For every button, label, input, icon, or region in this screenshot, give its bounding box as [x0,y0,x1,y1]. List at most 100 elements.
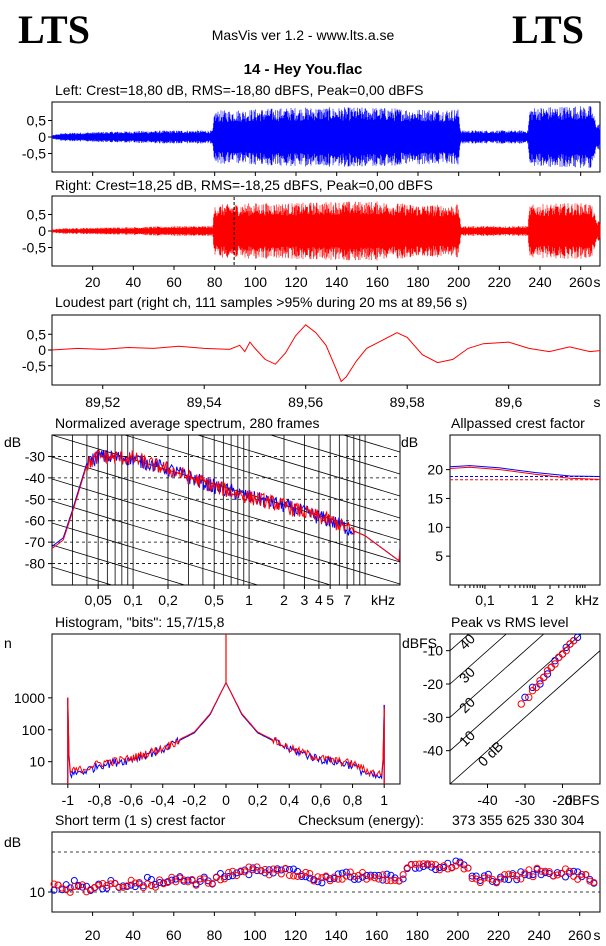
right-waveform [51,201,601,261]
shortterm-point-left [127,881,135,889]
loudest-ytick-label: 0,5 [27,326,47,342]
shortterm-point-left [103,884,111,892]
shortterm-point-right [391,876,399,884]
pvr-point-right [517,700,525,708]
shortterm-point-right [480,874,488,882]
pvr-point-right [525,693,533,702]
shortterm-point-right [261,865,269,873]
spectrum-xtick-label: 0,1 [123,592,143,608]
histogram-title: Histogram, "bits": 15,7/15,8 [55,614,225,630]
spectrum-slope-line [52,699,400,804]
lts-logo-right: LTS [512,7,584,52]
shortterm-point-right [66,888,74,896]
histogram-xtick-label: 0 [222,792,230,808]
shortterm-point-right [147,882,155,890]
shortterm-point-right [54,881,62,889]
spectrum-xunit: kHz [371,592,395,608]
spectrum-xtick-label: 1 [245,592,253,608]
spectrum-ylabel: dB [4,434,21,450]
loudest-part-title: Loudest part (right ch, 111 samples >95%… [55,294,468,310]
shortterm-point-right [537,867,545,875]
shortterm-point-right [505,870,513,878]
spectrum-ytick-label: -80 [25,556,45,572]
right-ytick-label: 0 [38,223,46,239]
shortterm-xtick-label: 220 [487,927,511,943]
loudest-xtick-label: 89,52 [85,394,120,410]
shortterm-point-right [553,871,561,879]
shortterm-point-right [216,876,224,884]
shortterm-point-right [152,883,160,891]
spectrum-xtick-label: 0,5 [204,592,224,608]
pvr-point-left [521,693,529,702]
shortterm-point-right [566,867,574,875]
shortterm-point-left [216,870,224,878]
pvr-diagonal-label: 0 dB [475,738,507,770]
shortterm-point-right [411,860,419,868]
shortterm-point-right [395,877,403,885]
shortterm-point-right [338,875,346,883]
peak-vs-rms-title: Peak vs RMS level [451,614,569,630]
shortterm-point-right [363,875,371,883]
left-ytick-label: 0,5 [27,113,47,129]
shortterm-point-right [460,865,468,873]
spectrum-xtick-label: 3 [301,592,309,608]
shortterm-point-right [314,873,322,881]
shortterm-point-left [152,880,160,888]
shortterm-point-right [334,875,342,883]
allpassed-ytick-label: 10 [427,519,443,535]
shortterm-point-right [196,875,204,883]
shortterm-point-right [342,872,350,880]
shortterm-point-left [488,877,496,885]
shortterm-point-left [314,878,322,886]
shortterm-point-right [379,871,387,879]
time-axis-label: 240 [528,274,552,290]
shortterm-point-left [529,871,537,879]
histogram-xtick-label: 0,4 [280,792,300,808]
pvr-point-left [528,683,537,692]
time-axis-label: 260 [569,274,593,290]
histogram-xtick-label: 1 [380,792,388,808]
shortterm-point-right [265,871,273,879]
time-axis-label: 20 [85,274,101,290]
shortterm-point-right [87,885,95,893]
shortterm-point-right [476,879,484,887]
shortterm-point-left [350,876,358,884]
shortterm-xtick-label: 40 [125,927,141,943]
allpassed-xunit: kHz [575,592,599,608]
shortterm-point-left [233,869,241,877]
shortterm-point-left [253,867,261,875]
shortterm-point-right [168,873,176,881]
shortterm-point-right [241,868,249,876]
shortterm-point-right [70,882,78,890]
left-ytick-label: 0 [38,129,46,145]
histogram-xtick-label: -0,6 [119,792,143,808]
pvr-point-right [562,646,570,655]
histogram-ytick-label: 100 [22,722,46,738]
shortterm-point-right [74,882,82,890]
shortterm-point-right [586,877,594,885]
loudest-ytick-label: 0 [38,342,46,358]
shortterm-point-left [537,871,545,879]
shortterm-point-left [505,876,513,884]
shortterm-ylabel: dB [4,834,21,850]
shortterm-point-right [111,879,119,887]
shortterm-point-right [529,873,537,881]
pvr-diagonals [450,634,600,784]
histogram-line-left [67,681,385,780]
loudest-frame [51,314,601,386]
shortterm-point-right [549,872,557,880]
pvr-diagonal [450,650,600,784]
histogram-ytick-label: 1000 [14,690,45,706]
shortterm-point-left [318,879,326,887]
spectrum-slope-line [52,281,400,386]
shortterm-point-left [359,873,367,881]
pvr-point-right [551,660,559,668]
shortterm-point-right [346,868,354,876]
shortterm-point-right [399,871,407,879]
loudest-xtick-label: 89,6 [495,394,522,410]
loudest-xtick-label: 89,56 [288,394,323,410]
allpassed-frame [449,434,601,586]
pvr-xtick-label: -40 [477,792,497,808]
allpassed-xtick-label: 2 [546,592,554,608]
